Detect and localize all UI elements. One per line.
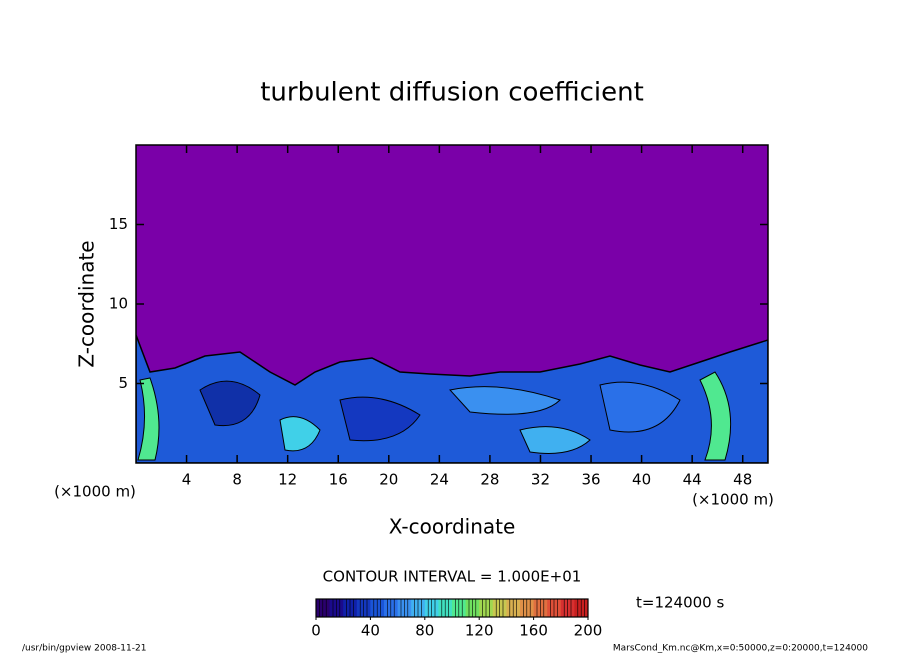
colorbar-tick-label: 40 <box>361 622 380 640</box>
contour-field <box>136 145 768 463</box>
x-tick-label: 8 <box>232 471 242 489</box>
x-tick-label: 36 <box>581 471 600 489</box>
field-patch <box>449 386 561 415</box>
field-patch <box>339 396 421 442</box>
field-patch <box>279 416 321 452</box>
x-tick-label: 20 <box>379 471 398 489</box>
field-patch <box>599 381 681 433</box>
x-tick-label: 24 <box>430 471 449 489</box>
x-tick-label: 44 <box>683 471 702 489</box>
x-axis-label: X-coordinate <box>389 515 516 539</box>
y-tick-label: 10 <box>109 295 128 313</box>
colorbar-tick-label: 160 <box>519 622 548 640</box>
colorbar-tick-label: 120 <box>465 622 494 640</box>
colorbar-tick-label: 0 <box>311 622 321 640</box>
y-tick-label: 5 <box>118 374 128 392</box>
x-tick-label: 16 <box>329 471 348 489</box>
y-axis-label: Z-coordinate <box>75 240 99 367</box>
field-patch <box>199 380 261 427</box>
x-tick-label: 40 <box>632 471 651 489</box>
field-patch <box>519 426 591 454</box>
x-tick-label: 28 <box>480 471 499 489</box>
x-tick-label: 32 <box>531 471 550 489</box>
field-patch <box>137 377 160 461</box>
footer-left: /usr/bin/gpview 2008-11-21 <box>22 644 146 654</box>
time-label: t=124000 s <box>636 594 724 612</box>
contour-interval: CONTOUR INTERVAL = 1.000E+01 <box>323 568 582 586</box>
colorbar-tick-label: 200 <box>574 622 603 640</box>
y-tick-label: 15 <box>109 215 128 233</box>
colorbar-frame <box>315 598 589 618</box>
y-axis-unit: (×1000 m) <box>54 483 136 501</box>
x-tick-label: 4 <box>182 471 192 489</box>
footer-right: MarsCond_Km.nc@Km,x=0:50000,z=0:20000,t=… <box>613 644 868 654</box>
x-tick-label: 12 <box>278 471 297 489</box>
x-axis-unit: (×1000 m) <box>692 491 774 509</box>
chart-title: turbulent diffusion coefficient <box>260 78 644 108</box>
x-tick-label: 48 <box>733 471 752 489</box>
colorbar-tick-label: 80 <box>415 622 434 640</box>
field-patch <box>699 371 732 461</box>
